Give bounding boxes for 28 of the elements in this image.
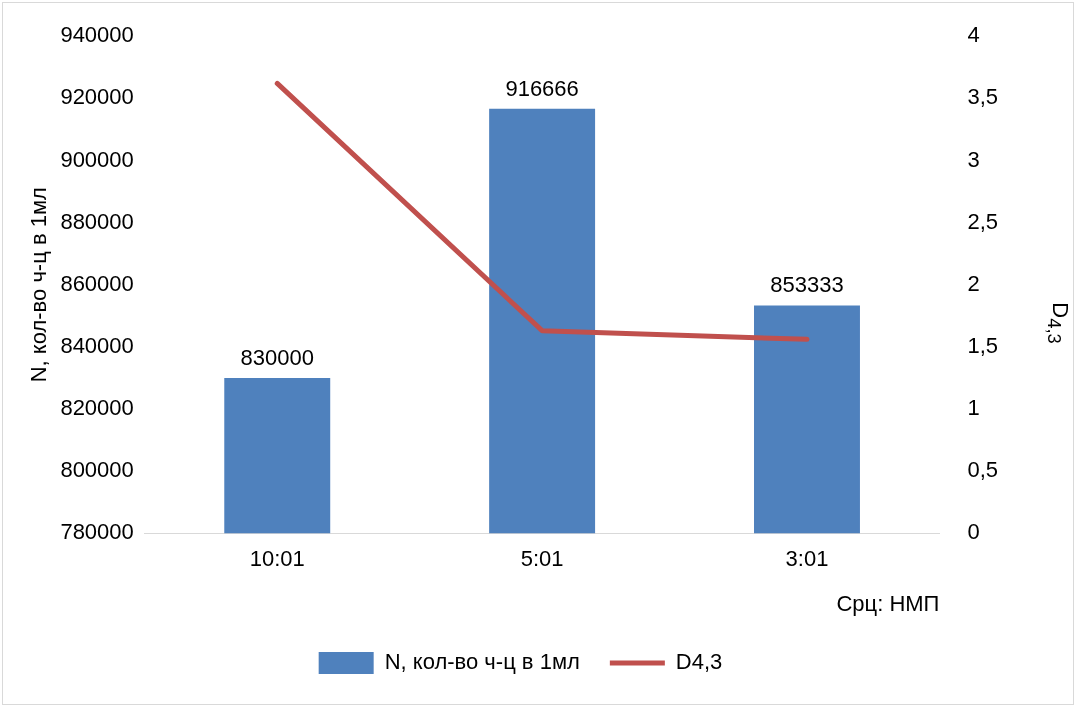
y-tick-label: 880000 (60, 208, 134, 234)
y-tick-label: 840000 (60, 332, 134, 358)
y2-tick-label: 2,5 (967, 208, 999, 234)
y2-tick-label: 2 (967, 270, 980, 296)
legend-label: N, кол-во ч-ц в 1мл (384, 649, 580, 675)
y-tick-label: 780000 (60, 519, 134, 545)
x-tick-label: 10:01 (249, 546, 305, 572)
y-tick-label: 820000 (60, 395, 134, 421)
y-tick-label: 800000 (60, 457, 134, 483)
y2-tick-label: 0 (967, 519, 980, 545)
y2-tick-label: 1 (967, 395, 980, 421)
data-label: 830000 (240, 344, 314, 370)
y2-tick-label: 4 (967, 22, 980, 48)
x-tick-label: 3:01 (785, 546, 829, 572)
x-axis-title: Срц: НМП (836, 590, 940, 616)
legend-label: D4,3 (675, 649, 723, 675)
y-tick-label: 900000 (60, 146, 134, 172)
data-label: 853333 (770, 272, 844, 298)
y2-tick-label: 3,5 (967, 84, 999, 110)
y-tick-label: 860000 (60, 270, 134, 296)
y2-tick-label: 3 (967, 146, 980, 172)
y2-tick-label: 0,5 (967, 457, 999, 483)
y-tick-label: 920000 (60, 84, 134, 110)
data-label: 916666 (505, 75, 579, 101)
y-tick-label: 940000 (60, 22, 134, 48)
x-tick-label: 5:01 (520, 546, 564, 572)
y-axis-title: N, кол-во ч-ц в 1мл (26, 187, 52, 383)
y2-tick-label: 1,5 (967, 332, 999, 358)
